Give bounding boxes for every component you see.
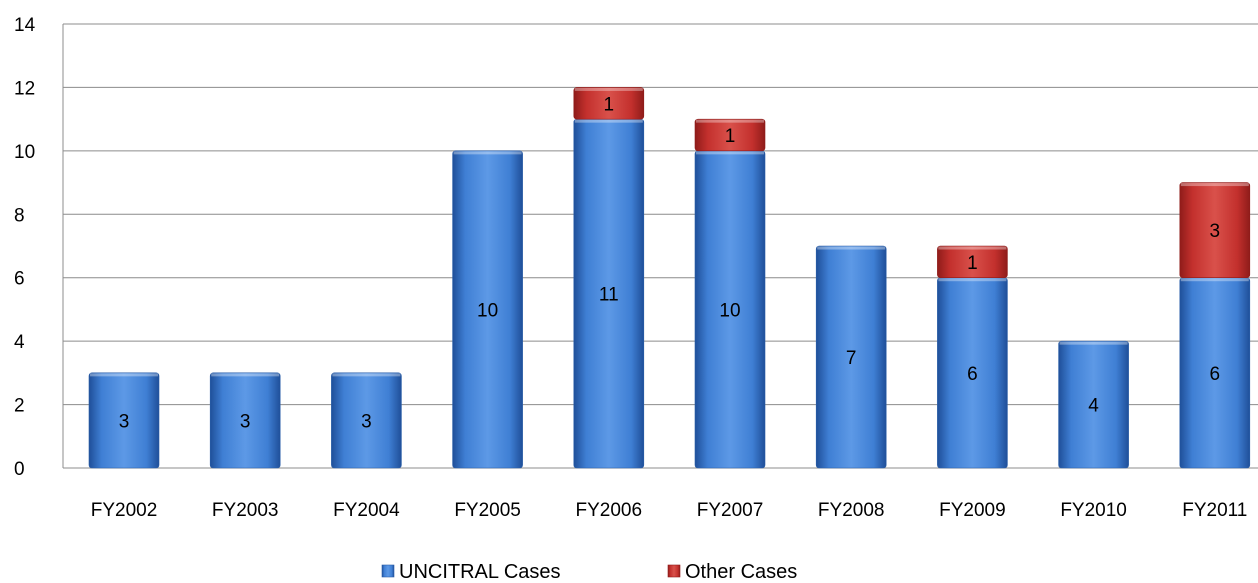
y-tick-label: 2 — [14, 396, 25, 417]
data-label-uncitral: 4 — [1088, 396, 1099, 417]
bar-highlight — [453, 151, 522, 155]
y-tick-label: 14 — [14, 15, 36, 36]
x-tick-label: FY2004 — [333, 500, 400, 521]
bar-highlight — [817, 246, 886, 250]
bar-uncitral-fy2008 — [815, 245, 887, 469]
legend-label-other: Other Cases — [685, 561, 797, 583]
bar-uncitral-fy2005 — [452, 150, 523, 469]
bar-highlight — [574, 119, 643, 123]
bar-highlight — [1180, 278, 1249, 282]
y-tick-label: 6 — [14, 269, 25, 290]
data-label-uncitral: 3 — [119, 411, 130, 432]
legend: UNCITRAL Cases Other Cases — [381, 561, 797, 583]
bar-other-fy2006 — [573, 87, 645, 120]
data-label-uncitral: 7 — [846, 348, 857, 369]
bar-other-fy2007 — [694, 118, 766, 152]
y-tick-label: 4 — [14, 332, 25, 353]
bar-highlight — [696, 119, 764, 123]
bars — [88, 87, 1251, 469]
x-tick-label: FY2002 — [91, 500, 158, 521]
bar-highlight — [1180, 183, 1249, 187]
y-axis-tick-labels: 0 2 4 6 8 10 12 14 — [14, 15, 36, 480]
x-tick-label: FY2007 — [697, 500, 764, 521]
data-label-other: 1 — [604, 94, 615, 115]
legend-swatch-other — [667, 564, 681, 578]
data-label-uncitral: 10 — [477, 300, 498, 321]
bar-uncitral-fy2003 — [209, 372, 281, 469]
bar-other-fy2011 — [1179, 182, 1251, 279]
y-tick-label: 8 — [14, 205, 25, 226]
x-tick-label: FY2003 — [212, 500, 279, 521]
data-label-uncitral: 3 — [240, 411, 251, 432]
x-tick-label: FY2010 — [1060, 500, 1127, 521]
bar-uncitral-fy2002 — [88, 372, 160, 469]
bar-uncitral-fy2004 — [331, 372, 402, 469]
bar-highlight — [938, 278, 1007, 282]
y-tick-label: 12 — [14, 78, 35, 99]
bar-uncitral-fy2010 — [1058, 340, 1129, 469]
bar-highlight — [574, 87, 643, 91]
data-label-other: 3 — [1210, 221, 1221, 242]
y-tick-label: 10 — [14, 142, 35, 163]
bar-highlight — [211, 373, 280, 377]
x-axis-tick-labels: FY2002 FY2003 FY2004 FY2005 FY2006 FY2007 FY20… — [91, 500, 1248, 521]
data-label-uncitral: 6 — [967, 364, 978, 385]
legend-swatch-uncitral — [381, 564, 395, 578]
legend-label-uncitral: UNCITRAL Cases — [399, 561, 561, 583]
data-label-uncitral: 11 — [599, 285, 619, 306]
data-label-uncitral: 3 — [361, 411, 372, 432]
bar-highlight — [90, 373, 158, 377]
bar-highlight — [696, 151, 764, 155]
x-tick-label: FY2011 — [1182, 500, 1247, 521]
bar-highlight — [332, 373, 401, 377]
data-label-uncitral: 6 — [1210, 364, 1221, 385]
x-tick-label: FY2006 — [576, 500, 643, 521]
bar-highlight — [938, 246, 1007, 250]
x-tick-label: FY2008 — [818, 500, 885, 521]
x-tick-label: FY2005 — [454, 500, 521, 521]
bar-highlight — [1059, 341, 1128, 345]
bar-other-fy2009 — [937, 245, 1008, 279]
data-label-uncitral: 10 — [719, 300, 740, 321]
data-label-other: 1 — [725, 126, 736, 147]
y-tick-label: 0 — [14, 459, 25, 480]
x-tick-label: FY2009 — [939, 500, 1006, 521]
data-label-other: 1 — [967, 253, 978, 274]
